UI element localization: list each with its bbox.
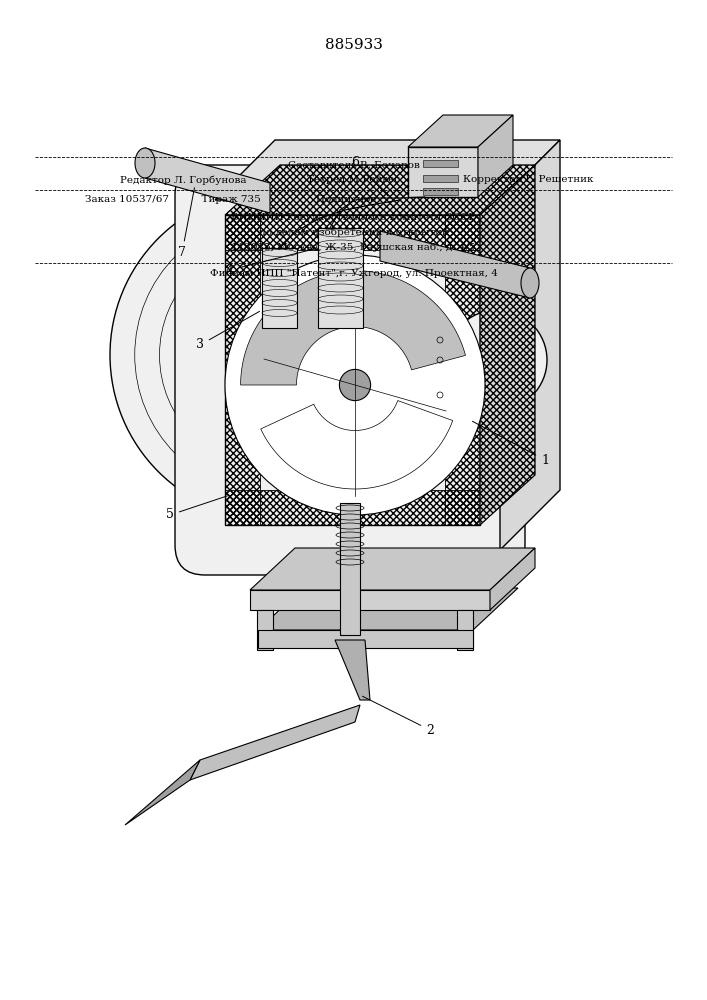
- Bar: [250, 590, 490, 610]
- Polygon shape: [500, 140, 560, 550]
- Polygon shape: [335, 640, 370, 700]
- Text: Составитель В. Бочаров: Составитель В. Бочаров: [288, 160, 419, 169]
- Bar: [318, 228, 363, 328]
- Polygon shape: [250, 548, 535, 590]
- Text: Филиам ППП "Патент",г. Ужгород, ул. Проектная, 4: Филиам ППП "Патент",г. Ужгород, ул. Прое…: [209, 269, 498, 278]
- Bar: [423, 188, 458, 195]
- Text: 3: 3: [196, 311, 259, 352]
- Bar: [340, 503, 360, 635]
- Circle shape: [447, 310, 547, 410]
- Polygon shape: [261, 401, 452, 489]
- Polygon shape: [480, 165, 535, 525]
- Ellipse shape: [135, 148, 155, 178]
- Polygon shape: [125, 760, 200, 825]
- Text: Заказ 10537/67          Тираж 735   ·             Подписное: Заказ 10537/67 Тираж 735 · Подписное: [85, 196, 376, 205]
- Circle shape: [110, 190, 440, 520]
- Polygon shape: [145, 148, 270, 213]
- Bar: [225, 215, 480, 525]
- Circle shape: [225, 255, 485, 515]
- Bar: [457, 610, 473, 650]
- Polygon shape: [240, 271, 465, 385]
- Text: по делам изобретений и открытий: по делам изобретений и открытий: [259, 227, 448, 237]
- Text: 7: 7: [178, 188, 194, 259]
- Circle shape: [339, 369, 370, 401]
- Polygon shape: [258, 588, 518, 630]
- Polygon shape: [380, 231, 530, 298]
- Text: 4: 4: [226, 249, 315, 276]
- Polygon shape: [190, 705, 360, 780]
- Text: ВНИИПИ Государственного комитета СССР: ВНИИПИ Государственного комитета СССР: [231, 213, 476, 222]
- Text: Редактор Л. Горбунова: Редактор Л. Горбунова: [120, 175, 247, 185]
- Text: 2: 2: [363, 696, 434, 736]
- Bar: [258, 630, 473, 648]
- Text: 885933: 885933: [325, 38, 382, 52]
- Bar: [423, 160, 458, 167]
- Polygon shape: [490, 548, 535, 610]
- Text: 1: 1: [472, 421, 549, 466]
- Bar: [257, 610, 273, 650]
- Text: 113035, Москва, Ж-35, Раушская наб., д. 4/5: 113035, Москва, Ж-35, Раушская наб., д. …: [231, 242, 476, 252]
- Text: 6: 6: [351, 155, 388, 196]
- Polygon shape: [478, 115, 513, 197]
- Bar: [408, 147, 478, 197]
- Bar: [262, 248, 297, 328]
- Ellipse shape: [521, 268, 539, 298]
- Text: Техред М.Рейвес: Техред М.Рейвес: [307, 176, 400, 184]
- Polygon shape: [408, 115, 513, 147]
- FancyBboxPatch shape: [175, 165, 525, 575]
- Polygon shape: [225, 165, 535, 215]
- Polygon shape: [215, 140, 560, 200]
- Bar: [423, 175, 458, 182]
- Text: 5: 5: [166, 496, 228, 522]
- Text: Корректор Г. Решетник: Корректор Г. Решетник: [463, 176, 594, 184]
